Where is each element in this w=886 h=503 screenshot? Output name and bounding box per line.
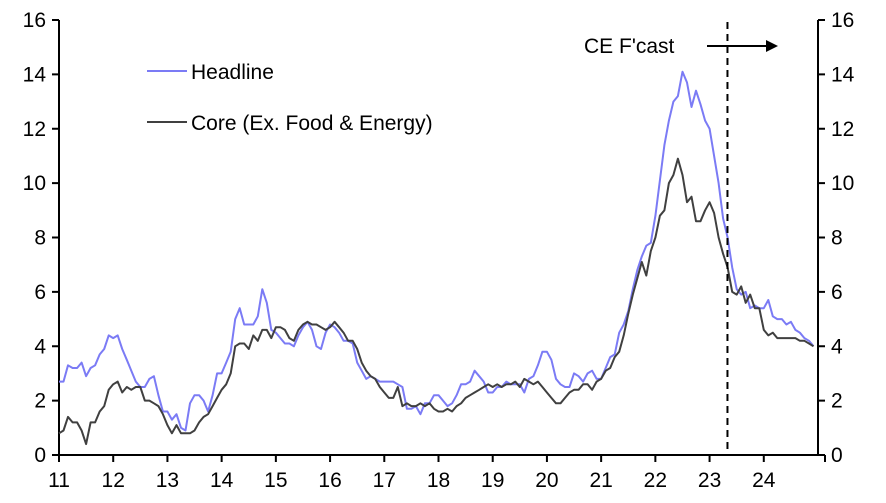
y-tick-label-right: 2 [831, 390, 843, 413]
x-tick-label: 21 [589, 469, 612, 492]
x-tick-label: 22 [644, 469, 667, 492]
y-tick-label-left: 2 [34, 390, 46, 413]
y-tick-label-left: 6 [34, 281, 46, 304]
x-tick-label: 23 [698, 469, 721, 492]
forecast-arrow-icon [766, 40, 778, 52]
headline-series-line [59, 70, 815, 432]
x-tick-label: 15 [264, 469, 287, 492]
y-tick-label-right: 4 [831, 335, 843, 358]
y-tick-label-right: 14 [831, 63, 855, 86]
y-tick-label-left: 14 [23, 63, 47, 86]
y-tick-label-left: 8 [34, 227, 46, 250]
y-tick-label-left: 16 [23, 9, 46, 32]
legend-label-headline: Headline [191, 61, 274, 84]
x-tick-label: 16 [318, 469, 341, 492]
x-tick-label: 18 [427, 469, 450, 492]
x-tick-label: 19 [481, 469, 504, 492]
legend: Headline Core (Ex. Food & Energy) [147, 61, 433, 135]
x-tick-label: 12 [102, 469, 125, 492]
y-tick-label-right: 12 [831, 118, 854, 141]
y-tick-label-right: 0 [831, 444, 843, 467]
forecast-label: CE F'cast [584, 35, 675, 58]
y-tick-label-right: 8 [831, 227, 843, 250]
y-tick-label-right: 10 [831, 172, 854, 195]
x-tick-label: 13 [156, 469, 179, 492]
core-series-line [58, 157, 815, 446]
y-tick-label-left: 0 [34, 444, 46, 467]
y-tick-label-left: 12 [23, 118, 46, 141]
y-tick-label-right: 16 [831, 9, 854, 32]
y-tick-label-left: 4 [34, 335, 46, 358]
x-tick-label: 14 [210, 469, 234, 492]
forecast-annotation: CE F'cast [584, 22, 778, 451]
x-tick-label: 24 [752, 469, 776, 492]
x-tick-label: 17 [373, 469, 396, 492]
y-tick-label-right: 6 [831, 281, 843, 304]
x-tick-label: 11 [48, 469, 70, 492]
y-tick-label-left: 10 [23, 172, 46, 195]
x-tick-label: 20 [535, 469, 558, 492]
legend-label-core: Core (Ex. Food & Energy) [191, 112, 433, 135]
series-lines [58, 70, 815, 446]
